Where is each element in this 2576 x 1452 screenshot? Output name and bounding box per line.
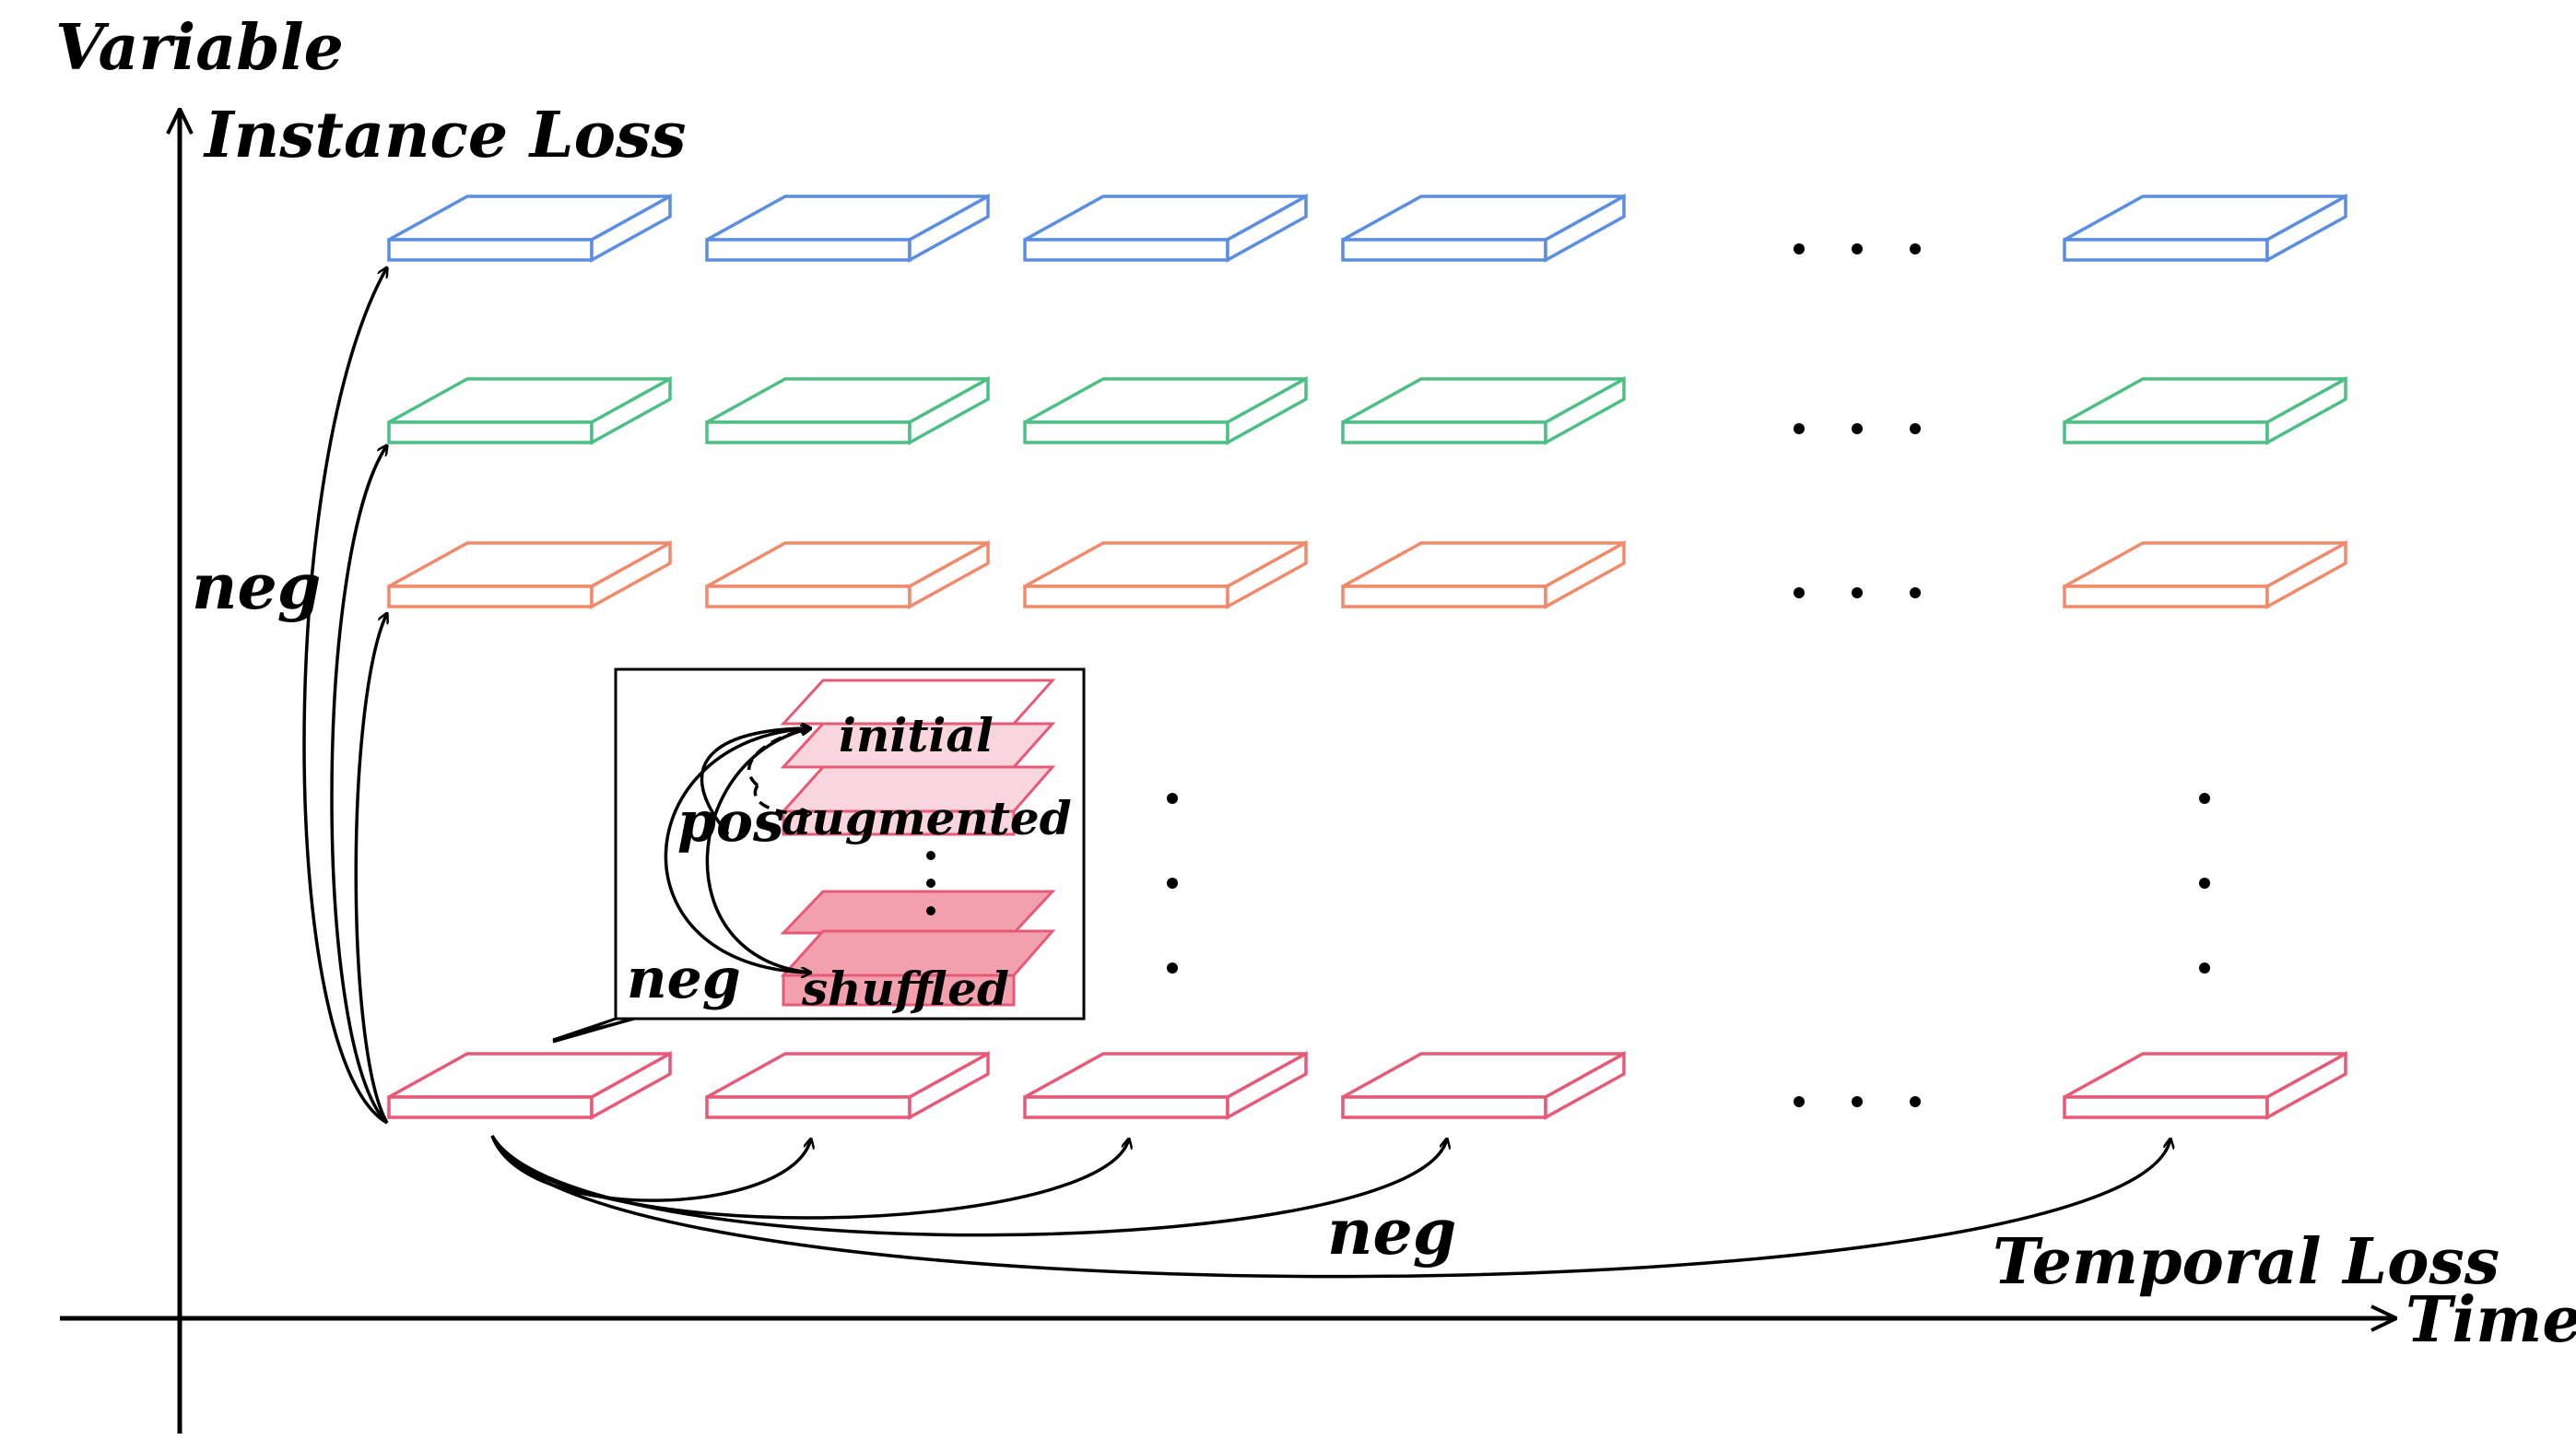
- neg-label-left: neg: [192, 550, 321, 624]
- slab-r1-c4: [1341, 194, 1626, 263]
- slab-shuffled-back: [780, 890, 1056, 935]
- slab-r2-c5: [2063, 376, 2347, 445]
- instance-loss-arrows: [302, 267, 387, 1125]
- inset-dot-3: [926, 906, 935, 915]
- ellipsis-dots: [1167, 243, 2210, 1107]
- temporal-arrow-last: [490, 1135, 2170, 1279]
- ellipsis-dot-col1-1: [1167, 793, 1178, 804]
- inset-label-neg: neg: [627, 947, 741, 1011]
- inset-label-pos: pos: [677, 790, 784, 855]
- inset-label-augmented: augmented: [782, 791, 1072, 845]
- ellipsis-dot-col2-3: [2199, 962, 2210, 974]
- ellipsis-dot-col2-2: [2199, 878, 2210, 889]
- slab-r1-c2: [705, 194, 990, 263]
- ellipsis-dot-row3-1: [1794, 587, 1805, 598]
- temporal-loss-label: Temporal Loss: [1993, 1225, 2500, 1299]
- neg-label-bottom: neg: [1327, 1196, 1456, 1269]
- x-axis-label: Time: [2405, 1283, 2576, 1357]
- slab-r4-c5: [2063, 1051, 2347, 1120]
- slab-r1-c5: [2063, 194, 2347, 263]
- slab-shuffled-edge: [782, 974, 1016, 1007]
- slab-r3-c5: [2063, 540, 2347, 609]
- slab-r2-c4: [1341, 376, 1626, 445]
- temporal-arrow-col3: [490, 1135, 1129, 1220]
- y-axis-label: Variable: [55, 11, 344, 85]
- inset-label-shuffled: shuffled: [801, 962, 1009, 1016]
- ellipsis-dot-row4-2: [1852, 1096, 1863, 1107]
- slab-r1-c1: [387, 194, 672, 263]
- axes: [60, 109, 2396, 1434]
- slab-r1-c3: [1023, 194, 1308, 263]
- slab-r4-c2: [705, 1051, 990, 1120]
- inset-dot-2: [926, 879, 935, 888]
- slab-r2-c1: [387, 376, 672, 445]
- ellipsis-dot-col2-1: [2199, 793, 2210, 804]
- inset-label-initial: initial: [839, 708, 994, 762]
- ellipsis-dot-row3-2: [1852, 587, 1863, 598]
- token-grid: [387, 194, 2347, 1120]
- ellipsis-dot-row4-3: [1910, 1096, 1921, 1107]
- ellipsis-dot-row1-2: [1852, 243, 1863, 254]
- inset-arrows: [664, 726, 812, 974]
- pos-arrow-aug-in: [753, 785, 811, 813]
- inset-dot-1: [926, 851, 935, 860]
- temporal-loss-arrows: [490, 1135, 2170, 1279]
- temporal-arrow-col4: [490, 1135, 1447, 1237]
- slab-r2-c3: [1023, 376, 1308, 445]
- slab-r3-c4: [1341, 540, 1626, 609]
- ellipsis-dot-row1-1: [1794, 243, 1805, 254]
- inset-slabs: [780, 679, 1056, 1007]
- instance-arrow-row1: [302, 267, 387, 1125]
- ellipsis-dot-row1-3: [1910, 243, 1921, 254]
- ellipsis-dot-col1-2: [1167, 878, 1178, 889]
- instance-arrow-row3: [354, 613, 387, 1124]
- slab-r4-c4: [1341, 1051, 1626, 1120]
- ellipsis-dot-row4-1: [1794, 1096, 1805, 1107]
- inset-callout: initial augmented shuffled pos neg: [552, 667, 1086, 1044]
- ellipsis-dot-row2-1: [1794, 423, 1805, 434]
- slab-r4-c1: [387, 1051, 672, 1120]
- callout-pointer-right: [552, 1017, 617, 1042]
- slab-r3-c1: [387, 540, 672, 609]
- slab-r2-c2: [705, 376, 990, 445]
- temporal-arrow-col2: [490, 1135, 811, 1202]
- slab-augmented-edge: [782, 809, 1016, 836]
- slab-r4-c3: [1023, 1051, 1308, 1120]
- pos-arrow-initial: [700, 728, 811, 836]
- neg-arrow-shuffled: [664, 726, 811, 973]
- slab-r3-c2: [705, 540, 990, 609]
- ellipsis-dot-row3-3: [1910, 587, 1921, 598]
- ellipsis-dot-col1-3: [1167, 962, 1178, 974]
- ellipsis-dot-row2-2: [1852, 423, 1863, 434]
- slab-r3-c3: [1023, 540, 1308, 609]
- instance-arrow-row2: [330, 445, 387, 1125]
- neg-arrow-shuffled-2: [705, 726, 812, 974]
- ellipsis-dot-row2-3: [1910, 423, 1921, 434]
- instance-loss-label: Instance Loss: [203, 99, 687, 172]
